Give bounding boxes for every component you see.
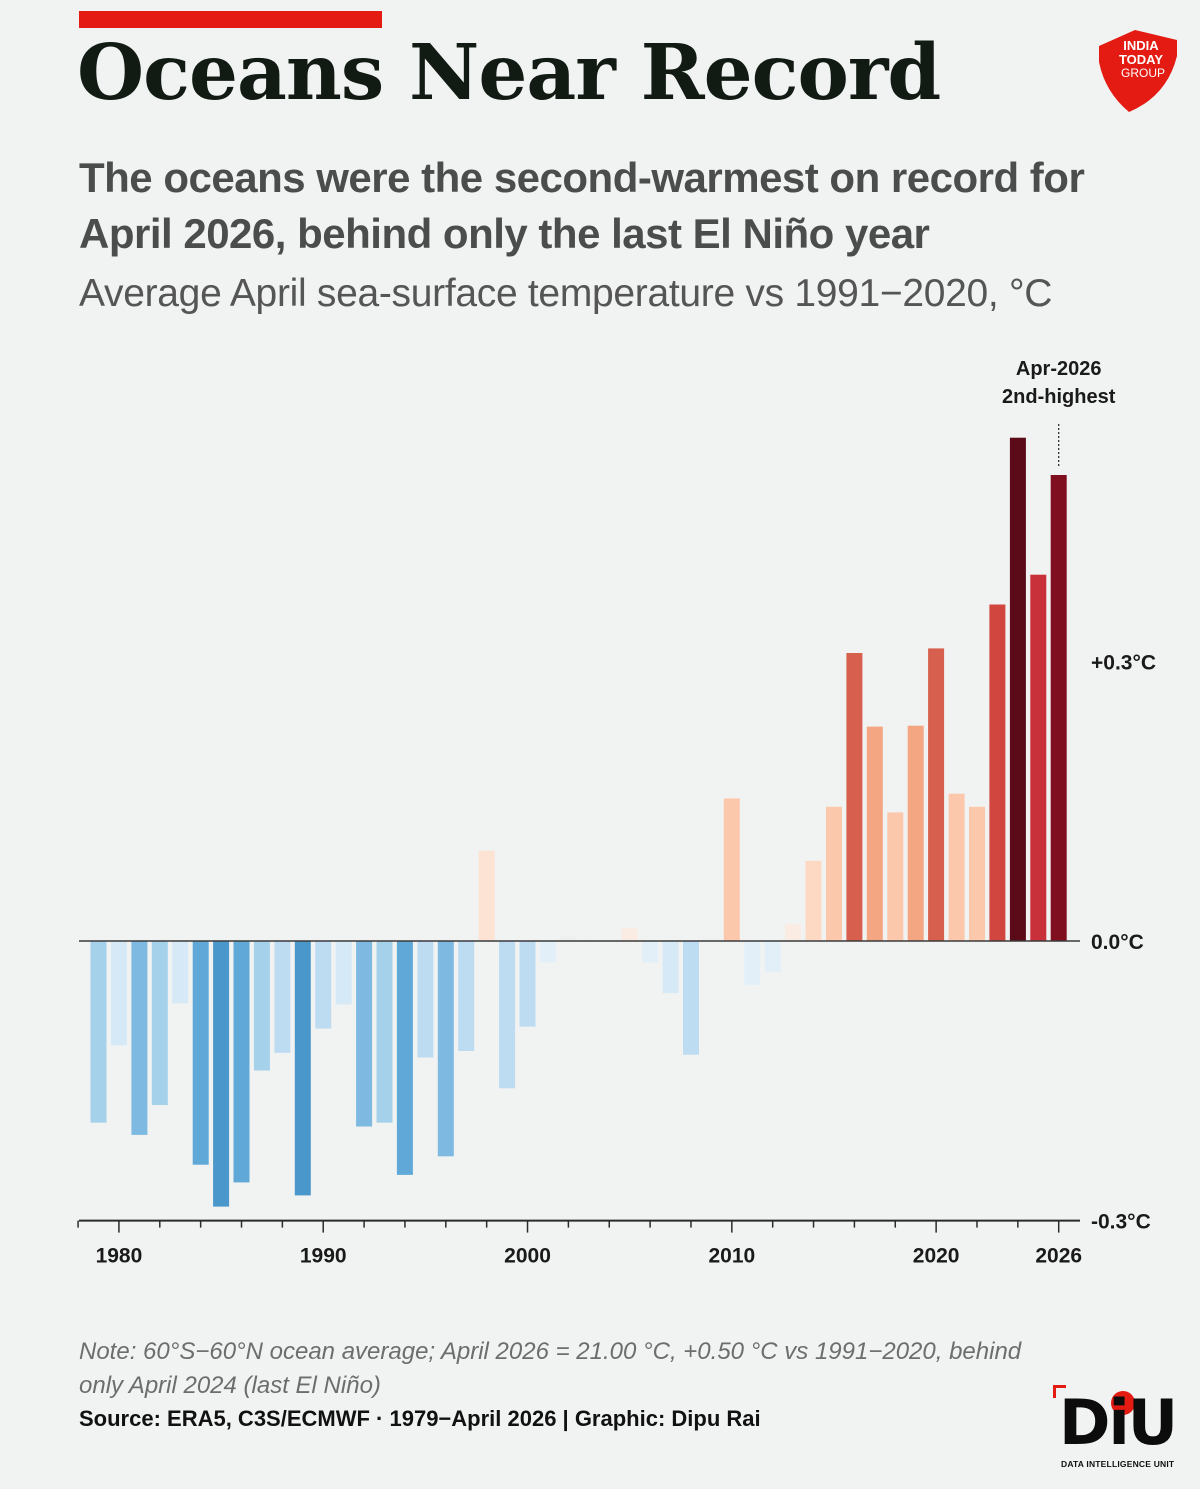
diu-logo: DiU DATA INTELLIGENCE UNIT	[1053, 1385, 1183, 1477]
bar-2018	[887, 812, 904, 941]
bar-1987	[253, 941, 270, 1071]
y-tick-label: 0.0°C	[1091, 931, 1144, 954]
annotation-label: Apr-2026	[1016, 358, 1102, 380]
bar-2009	[703, 937, 720, 941]
bar-1999	[499, 941, 516, 1089]
bar-2007	[662, 941, 679, 994]
x-tick-label-2026: 2026	[1035, 1245, 1082, 1268]
bar-2026	[1050, 475, 1067, 941]
logo-text-1: INDIA	[1123, 38, 1159, 53]
bar-1997	[458, 941, 475, 1051]
bar-2006	[642, 941, 659, 963]
bar-1994	[396, 941, 413, 1175]
bar-1980	[110, 941, 127, 1046]
chart-source: Source: ERA5, C3S/ECMWF · 1979−April 202…	[79, 1406, 761, 1431]
y-tick-label: -0.3°C	[1091, 1211, 1151, 1234]
bar-2013	[785, 924, 802, 941]
bar-1988	[274, 941, 291, 1053]
x-tick-label-2010: 2010	[708, 1245, 755, 1268]
bar-1998	[478, 850, 495, 941]
bar-2020	[928, 648, 945, 941]
bar-1986	[233, 941, 250, 1183]
diu-corner-mark	[1053, 1385, 1066, 1398]
x-tick-label-2020: 2020	[913, 1245, 960, 1268]
annotation-label: 2nd-highest	[1002, 386, 1116, 408]
page-title: Oceans Near Record	[77, 28, 941, 118]
bar-1981	[131, 941, 148, 1135]
logo-text-2: TODAY	[1119, 52, 1163, 67]
bar-2021	[948, 793, 965, 941]
x-tick-label-2000: 2000	[504, 1245, 551, 1268]
bar-2017	[866, 726, 883, 941]
bar-1982	[151, 941, 168, 1105]
bar-2011	[744, 941, 761, 985]
bar-2012	[764, 941, 781, 972]
bar-1993	[376, 941, 393, 1123]
diu-subtitle: DATA INTELLIGENCE UNIT	[1061, 1459, 1175, 1469]
chart-subtitle: The oceans were the second-warmest on re…	[79, 154, 1085, 257]
bar-2001	[540, 941, 556, 963]
bar-1984	[192, 941, 209, 1165]
bar-1996	[437, 941, 454, 1157]
bar-2019	[907, 725, 924, 941]
bar-2000	[519, 941, 536, 1027]
bar-1979	[90, 941, 107, 1123]
bar-2023	[989, 604, 1006, 941]
chart-note: Note: 60°S−60°N ocean average; April 202…	[79, 1338, 1022, 1399]
bar-2025	[1030, 574, 1047, 941]
bar-2016	[846, 653, 863, 941]
bar-1991	[335, 941, 352, 1005]
bar-2024	[1009, 437, 1026, 941]
bar-2015	[826, 806, 842, 941]
y-tick-label: +0.3°C	[1091, 651, 1156, 674]
chart-unit-line: Average April sea-surface temperature vs…	[79, 272, 1053, 315]
bar-chart: 1980 1990 2000 2010 2020 2026 +0.3°C 0.0°C -0.3°…	[77, 358, 1156, 1268]
bar-2003	[580, 939, 597, 941]
bar-1992	[356, 941, 373, 1127]
bar-2010	[723, 798, 740, 941]
x-tick-label-1990: 1990	[300, 1245, 347, 1268]
bar-1985	[213, 941, 230, 1207]
india-today-logo: INDIA TODAY GROUP	[1093, 28, 1181, 116]
bar-2002	[560, 936, 577, 941]
logo-text-3: GROUP	[1121, 66, 1165, 80]
bar-1989	[294, 941, 311, 1196]
bar-1995	[417, 941, 434, 1058]
x-tick-label-1980: 1980	[96, 1245, 143, 1268]
bar-2022	[969, 806, 985, 941]
bar-2014	[805, 860, 822, 941]
bar-2005	[621, 928, 638, 941]
diu-wordmark: DiU	[1059, 1386, 1178, 1459]
bar-1990	[315, 941, 332, 1029]
bar-1983	[172, 941, 189, 1004]
bar-2008	[683, 941, 699, 1055]
diu-dot-icon	[1111, 1391, 1135, 1415]
accent-bar	[79, 11, 382, 28]
